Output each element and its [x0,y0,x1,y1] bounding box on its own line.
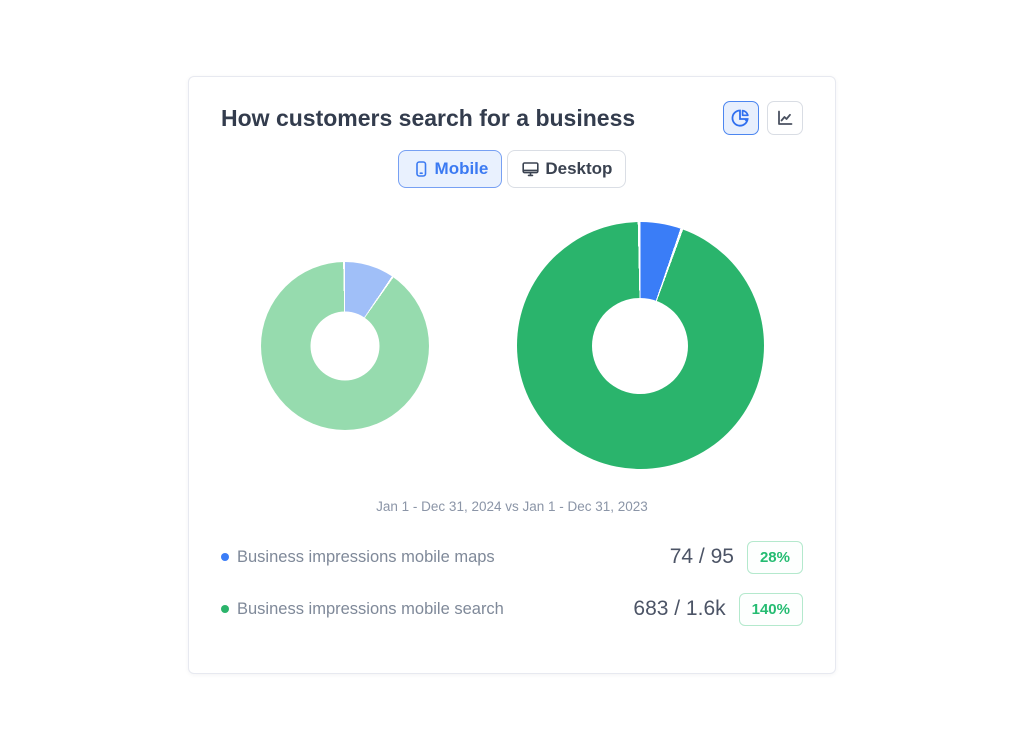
date-range-caption: Jan 1 - Dec 31, 2024 vs Jan 1 - Dec 31, … [376,499,648,514]
page-title: How customers search for a business [221,104,636,131]
mobile-toggle-button[interactable]: Mobile [397,150,503,188]
legend-row-mobile-search: Business impressions mobile search 683 /… [221,590,803,628]
legend-value: 683 / 1.6k [633,597,726,620]
donut-chart-area [221,222,803,469]
legend-row-mobile-maps: Business impressions mobile maps 74 / 95… [221,538,803,576]
device-toggle: Mobile Desktop [221,150,803,188]
mobile-toggle-label: Mobile [434,159,489,178]
desktop-toggle-label: Desktop [545,159,613,178]
legend-label: Business impressions mobile search [237,599,504,618]
desktop-toggle-button[interactable]: Desktop [507,150,627,188]
pie-chart-view-button[interactable] [723,101,759,135]
chart-view-toggle [723,101,803,135]
chart-legend: Business impressions mobile maps 74 / 95… [221,538,803,628]
card-header: How customers search for a business [221,101,803,135]
donut-current-period[interactable] [260,261,429,430]
green-dot-icon [221,605,229,613]
legend-label: Business impressions mobile maps [237,547,495,566]
donut-hole [310,311,379,380]
change-badge: 28% [746,540,803,574]
donut-hole [592,297,688,394]
change-badge: 140% [738,592,803,626]
line-chart-icon [775,108,795,128]
donut-previous-period[interactable] [516,222,764,469]
how-customers-search-card: How customers search for a business [188,76,836,674]
pie-chart-icon [731,108,751,128]
legend-value: 74 / 95 [669,545,734,568]
line-chart-view-button[interactable] [767,101,803,135]
desktop-monitor-icon [521,160,540,178]
blue-dot-icon [221,553,229,561]
mobile-phone-icon [412,160,430,178]
